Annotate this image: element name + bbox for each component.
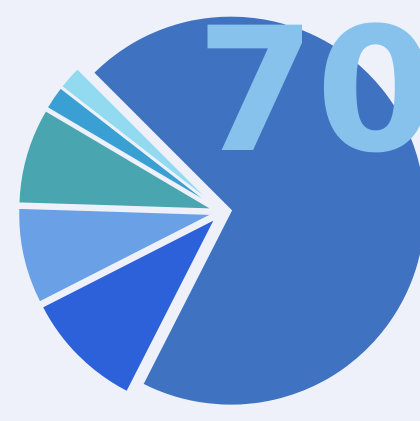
pie-slice: [40, 216, 218, 394]
pie-slice: [17, 206, 214, 304]
pie-slice: [59, 66, 216, 207]
headline-number: 70: [196, 0, 420, 191]
pie-slice: [91, 14, 420, 407]
pie: [17, 14, 420, 407]
pie-slice: [17, 108, 214, 211]
pie-slice: [45, 86, 216, 208]
